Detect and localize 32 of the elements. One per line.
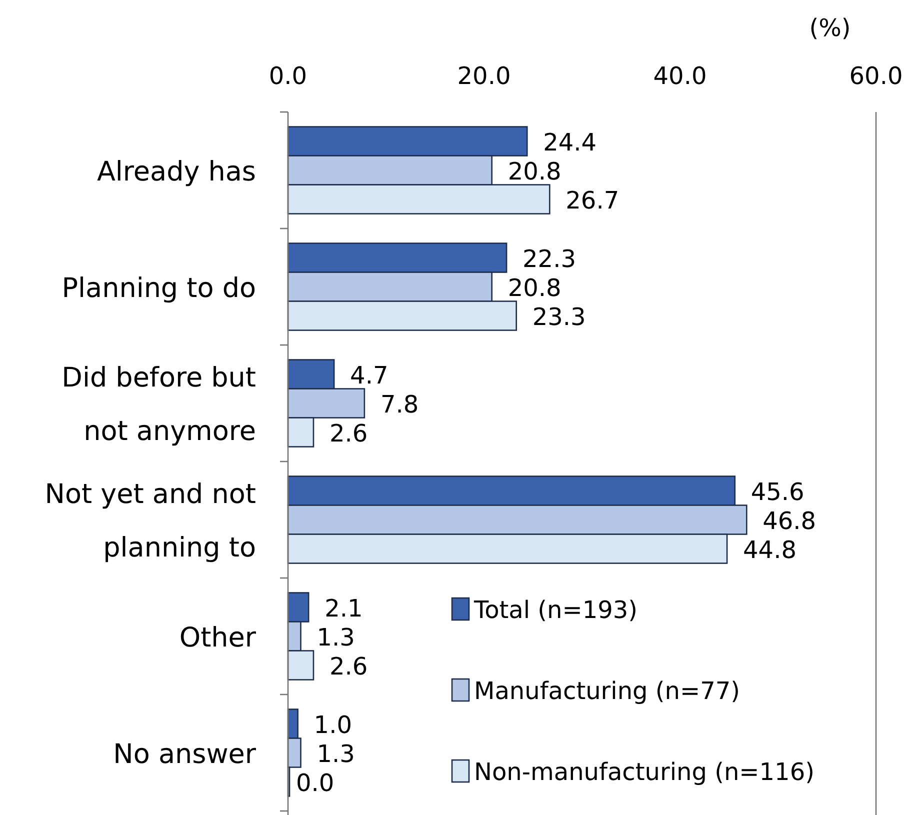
data-label: 24.4 bbox=[543, 128, 597, 156]
y-tick-label: Already has bbox=[96, 156, 256, 188]
legend-label: Non-manufacturing (n=116) bbox=[474, 758, 814, 786]
data-label: 2.1 bbox=[324, 594, 363, 622]
data-label: 1.0 bbox=[314, 710, 352, 739]
x-tick-label: 20.0 bbox=[457, 62, 511, 90]
legend-label: Manufacturing (n=77) bbox=[474, 677, 740, 705]
data-label: 20.8 bbox=[508, 157, 562, 186]
data-label: 2.6 bbox=[329, 652, 368, 680]
data-label: 1.3 bbox=[316, 623, 355, 652]
data-label: 4.7 bbox=[350, 361, 388, 390]
data-label: 45.6 bbox=[750, 478, 804, 506]
data-label: 22.3 bbox=[522, 244, 576, 273]
legend-label: Total (n=193) bbox=[473, 596, 638, 624]
x-tick-label: 0.0 bbox=[268, 62, 308, 90]
y-tick-label: Other bbox=[179, 622, 257, 654]
data-label: 44.8 bbox=[743, 536, 796, 564]
data-label: 23.3 bbox=[532, 302, 586, 331]
data-label: 20.8 bbox=[508, 274, 562, 302]
data-label: 0.0 bbox=[296, 768, 334, 797]
data-label: 2.6 bbox=[329, 419, 368, 448]
data-label: 1.3 bbox=[316, 740, 355, 768]
y-tick-label: Did before but not anymore bbox=[62, 362, 256, 447]
y-tick-label: Planning to do bbox=[62, 272, 256, 304]
data-label: 46.8 bbox=[762, 506, 816, 535]
data-label: 7.8 bbox=[380, 390, 419, 418]
y-tick-label: Not yet and not planning to bbox=[44, 479, 256, 564]
x-axis-title: (%) bbox=[809, 14, 851, 42]
data-label: 26.7 bbox=[566, 186, 620, 214]
x-tick-label: 40.0 bbox=[653, 62, 707, 90]
x-tick-label: 60.0 bbox=[849, 62, 903, 90]
y-tick-label: No answer bbox=[113, 738, 257, 770]
